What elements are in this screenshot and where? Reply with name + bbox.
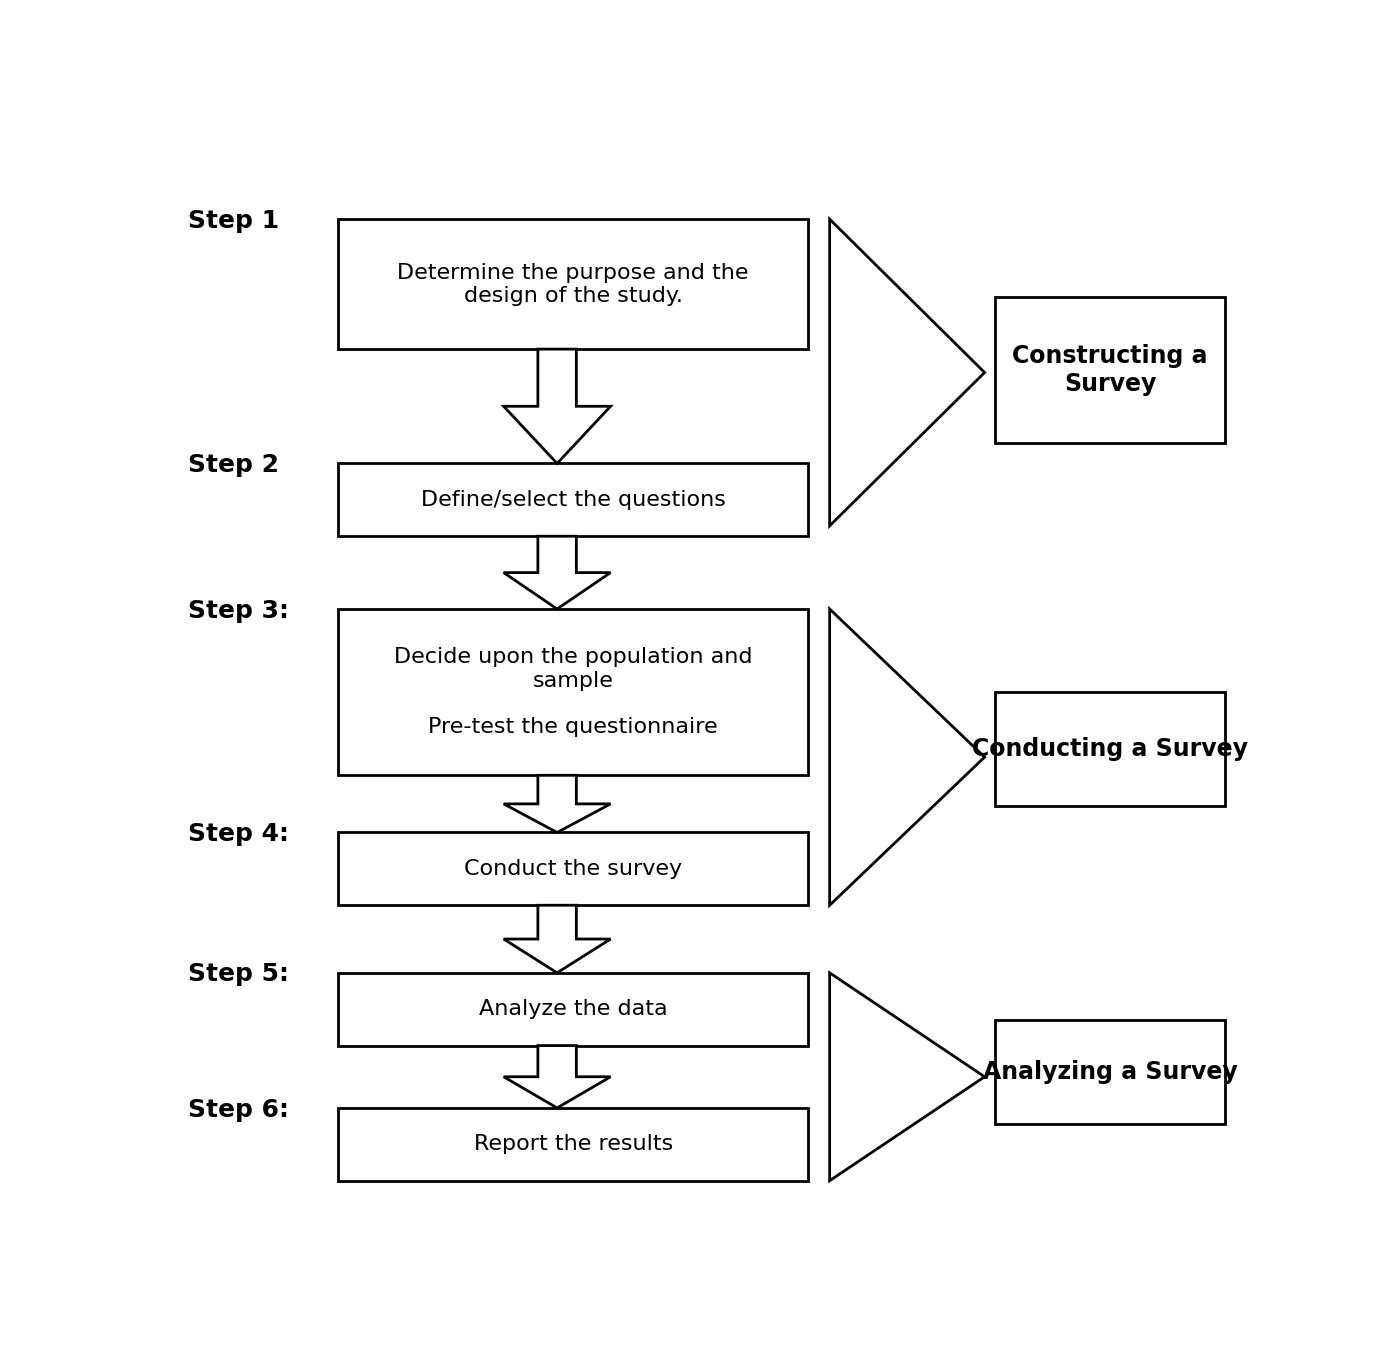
Bar — [996, 297, 1225, 443]
Text: Determine the purpose and the
design of the study.: Determine the purpose and the design of … — [397, 262, 749, 305]
Polygon shape — [503, 536, 611, 609]
Text: Step 1: Step 1 — [189, 209, 280, 232]
Text: Conducting a Survey: Conducting a Survey — [972, 737, 1248, 761]
Text: Step 6:: Step 6: — [189, 1098, 290, 1122]
Bar — [996, 1019, 1225, 1123]
Polygon shape — [503, 350, 611, 463]
Polygon shape — [503, 775, 611, 833]
Bar — [338, 609, 808, 775]
Bar — [338, 1108, 808, 1181]
Polygon shape — [830, 219, 985, 525]
Bar — [338, 833, 808, 906]
Bar — [338, 973, 808, 1046]
Text: Analyze the data: Analyze the data — [479, 999, 667, 1019]
Text: Conduct the survey: Conduct the survey — [465, 859, 683, 879]
Text: Define/select the questions: Define/select the questions — [421, 490, 725, 510]
Polygon shape — [503, 906, 611, 973]
Text: Decide upon the population and
sample

Pre-test the questionnaire: Decide upon the population and sample Pr… — [394, 648, 753, 737]
Text: Step 4:: Step 4: — [189, 822, 290, 846]
Bar — [338, 219, 808, 350]
Text: Step 3:: Step 3: — [189, 598, 290, 622]
Text: Step 2: Step 2 — [189, 454, 280, 477]
Text: Step 5:: Step 5: — [189, 963, 290, 987]
Polygon shape — [830, 973, 985, 1181]
Polygon shape — [830, 609, 985, 906]
Text: Analyzing a Survey: Analyzing a Survey — [983, 1060, 1237, 1084]
Text: Constructing a
Survey: Constructing a Survey — [1012, 344, 1208, 396]
Bar — [996, 693, 1225, 806]
Text: Report the results: Report the results — [473, 1134, 673, 1154]
Bar — [338, 463, 808, 536]
Polygon shape — [503, 1046, 611, 1108]
